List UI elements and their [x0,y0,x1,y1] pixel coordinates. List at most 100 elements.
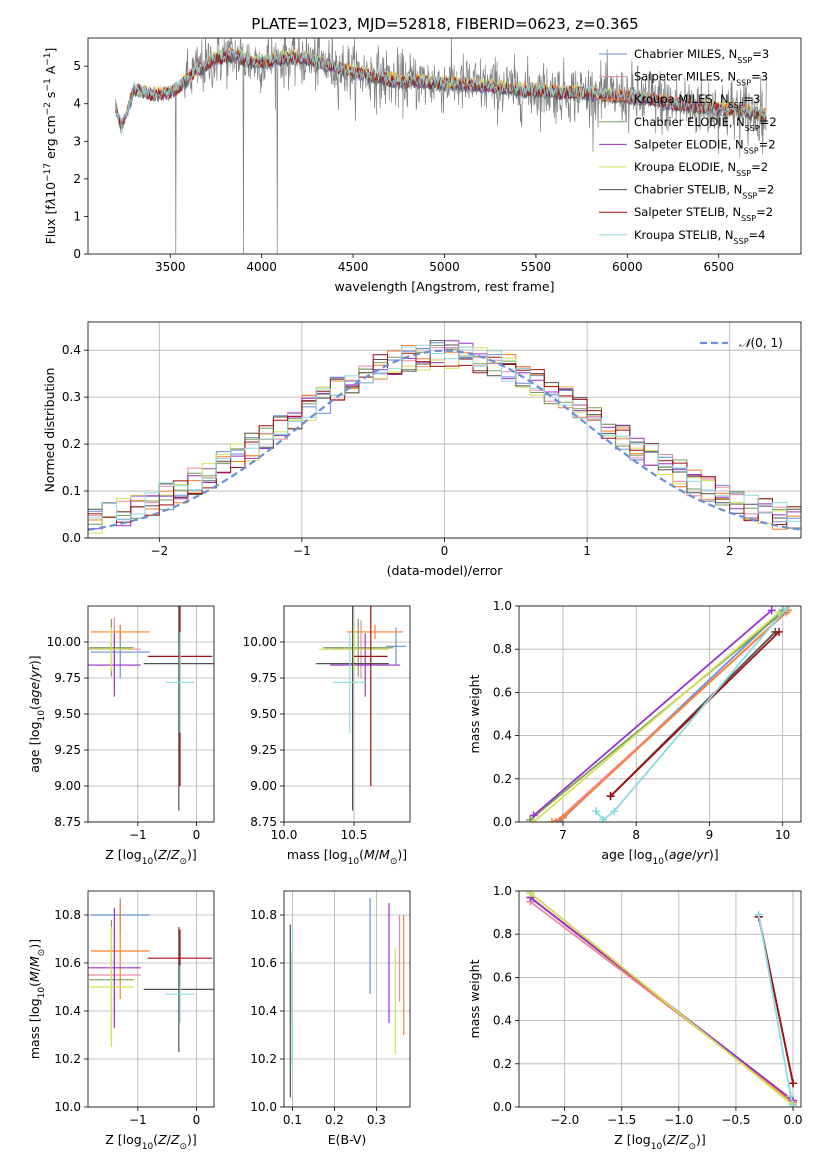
histogram-kroupa-elodie [88,346,801,534]
chart-weight_vs_Z: −2.0 −1.5 −1.0 −0.5 0.0 0.0 0.2 0.4 0.6 0.8 1.0 Z [… [467,884,803,1152]
y-tick-label: 1.0 [493,884,512,898]
y-tick-label: 3 [73,134,81,148]
x-tick-label: 0 [193,828,201,842]
x-tick-label: 6500 [703,260,734,274]
weight-line-salpeter-stelib [609,631,780,797]
plot-area [88,606,214,811]
chart-spectrum: 3500 4000 4500 5000 5500 6000 6500 0 1 2 3 4 5 wavele… [43,37,802,294]
x-axis-label: mass [log10(M/M⊙)] [287,847,407,867]
y-axis-label: mass weight [467,674,482,753]
x-tick-label: 10 [775,828,790,842]
y-tick-label: 0.2 [493,772,512,786]
y-tick-label: 10.00 [243,635,277,649]
histogram-salpeter-stelib [88,352,801,525]
x-axis-label: Z [log10(Z/Z⊙)] [105,1132,197,1152]
x-tick-label: 5500 [521,260,552,274]
y-tick-label: 9.50 [250,707,277,721]
x-tick-label: 1 [583,544,591,558]
x-tick-label: 7 [559,828,567,842]
weight-line-kroupa-elodie [529,892,794,1106]
y-tick-label: 1 [73,209,81,223]
y-tick-label: 0.8 [493,642,512,656]
y-tick-label: 4 [73,97,81,111]
y-tick-label: 0.4 [493,1014,512,1028]
plot-area [289,898,405,1098]
chart-age_vs_mass: 10.0 10.5 8.75 9.00 9.25 9.50 9.75 10.00 mass [l… [243,605,411,867]
axes-frame [87,321,802,539]
x-tick-label: 0.2 [325,1113,344,1127]
x-axis-label: Z [log10(Z/Z⊙)] [614,1132,706,1152]
y-tick-label: 10.0 [54,1100,81,1114]
axes-frame [518,605,802,823]
legend: Chabrier MILES, NSSP=3 Salpeter MILES, NS… [599,47,777,245]
x-axis-label: E(B-V) [328,1132,367,1147]
weight-marker [775,627,784,636]
x-tick-label: −1.5 [607,1113,636,1127]
y-tick-label: 10.8 [250,908,277,922]
y-tick-label: 0.4 [62,343,81,357]
y-tick-label: 10.0 [250,1100,277,1114]
x-axis-label: (data-model)/error [387,563,504,578]
x-tick-label: −0.5 [721,1113,750,1127]
y-tick-label: 0.2 [62,437,81,451]
y-tick-label: 1.0 [493,599,512,613]
x-tick-label: −1 [129,828,147,842]
y-tick-label: 0.6 [493,685,512,699]
x-tick-label: 4000 [246,260,277,274]
y-tick-label: 9.75 [250,671,277,685]
y-tick-label: 10.00 [47,635,81,649]
x-axis-label: age [log10(age/yr)] [601,847,718,867]
x-tick-label: 0.0 [783,1113,802,1127]
weight-marker [547,818,556,822]
histogram-chabrier-stelib [88,340,801,519]
y-tick-label: 5 [73,59,81,73]
y-tick-label: 10.2 [250,1052,277,1066]
y-tick-label: 8.75 [250,815,277,829]
y-tick-label: 0.0 [62,531,81,545]
legend-entry: 𝒩(0, 1) [739,336,783,350]
legend-entry: Salpeter ELODIE, NSSP=2 [634,137,776,155]
x-tick-label: −1 [293,544,311,558]
y-tick-label: 9.00 [250,779,277,793]
x-axis-label: Z [log10(Z/Z⊙)] [105,847,197,867]
weight-marker [786,1092,795,1101]
weight-line-salpeter-elodie [533,609,773,817]
y-tick-label: 0.2 [493,1057,512,1071]
y-axis-label: Normed distribution [42,368,57,493]
weight-marker [526,891,535,898]
weight-marker [551,818,560,822]
y-tick-label: 0.6 [493,970,512,984]
chart-mass_vs_ebv: 0.1 0.2 0.3 10.0 10.2 10.4 10.6 10.8 E(B-V) [250,890,411,1147]
x-tick-label: 10.5 [341,828,368,842]
legend-entry: Salpeter MILES, NSSP=3 [634,70,768,88]
y-tick-label: 10.6 [54,956,81,970]
axes-frame [87,890,215,1108]
x-tick-label: −1.0 [664,1113,693,1127]
x-tick-label: 0.1 [283,1113,302,1127]
axes-frame [87,37,802,255]
y-axis-label: Flux [fλ10−17 erg cm−2 s−1 A−1] [43,48,58,245]
plot-area [316,606,406,811]
axes-frame [283,605,411,823]
weight-marker [789,1100,798,1107]
y-tick-label: 10.8 [54,908,81,922]
x-axis-label: wavelength [Angstrom, rest frame] [334,279,554,294]
y-tick-label: 0.0 [493,1100,512,1114]
y-tick-label: 0.8 [493,927,512,941]
legend-entry: Chabrier STELIB, NSSP=2 [634,183,774,201]
y-tick-label: 0.0 [493,815,512,829]
x-tick-label: 5000 [429,260,460,274]
weight-marker [782,606,791,613]
weight-marker [558,813,567,822]
y-tick-label: 10.4 [54,1004,81,1018]
weight-marker [529,818,538,822]
figure-title: PLATE=1023, MJD=52818, FIBERID=0623, z=0… [251,15,638,33]
y-axis-label: age [log10(age/yr)] [27,655,47,772]
model-spectrum-kroupa-stelib [115,47,767,131]
weight-marker [754,910,763,919]
chart-residuals: −2 −1 0 1 2 0.0 0.1 0.2 0.3 0.4 (data-model)/error… [42,321,802,578]
weight-marker [606,792,615,801]
y-tick-label: 9.75 [54,671,81,685]
plot-area [115,38,767,254]
y-tick-label: 0.3 [62,390,81,404]
